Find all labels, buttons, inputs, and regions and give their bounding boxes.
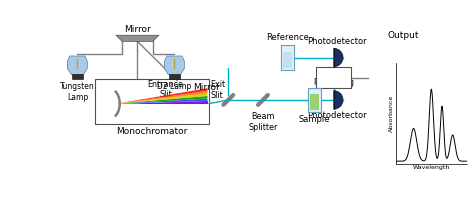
Bar xyxy=(72,75,83,79)
Text: D2 Lamp: D2 Lamp xyxy=(157,82,191,91)
Text: Reference: Reference xyxy=(266,33,309,42)
Polygon shape xyxy=(117,88,208,104)
Bar xyxy=(283,52,292,68)
Polygon shape xyxy=(117,98,208,104)
Bar xyxy=(169,75,180,79)
Wedge shape xyxy=(334,91,343,109)
Text: Sample: Sample xyxy=(299,115,330,124)
Text: Mirror: Mirror xyxy=(193,83,220,92)
Y-axis label: Absorbance: Absorbance xyxy=(390,95,394,132)
Polygon shape xyxy=(117,96,208,104)
Text: Output: Output xyxy=(387,31,419,40)
Bar xyxy=(316,67,352,88)
Text: Beam
Splitter: Beam Splitter xyxy=(248,112,278,132)
Text: Tungsten
Lamp: Tungsten Lamp xyxy=(60,82,95,102)
Polygon shape xyxy=(116,35,159,41)
Text: Mirror: Mirror xyxy=(124,25,151,34)
Text: Photodetector: Photodetector xyxy=(307,112,367,121)
Polygon shape xyxy=(117,91,208,104)
X-axis label: Wavelength: Wavelength xyxy=(413,165,450,170)
Text: Monochromator: Monochromator xyxy=(117,127,188,136)
Text: Exit
Slit: Exit Slit xyxy=(210,80,226,100)
Bar xyxy=(309,88,321,112)
Polygon shape xyxy=(117,93,208,104)
Polygon shape xyxy=(67,56,87,75)
Text: Entrance
Slit: Entrance Slit xyxy=(148,80,184,99)
Polygon shape xyxy=(117,101,208,104)
Text: Photodetector: Photodetector xyxy=(307,37,367,46)
Text: Data
Processing: Data Processing xyxy=(313,68,354,87)
Polygon shape xyxy=(164,56,184,75)
Bar xyxy=(310,94,319,110)
Bar xyxy=(282,45,294,70)
Bar xyxy=(95,79,209,124)
Wedge shape xyxy=(334,48,343,67)
